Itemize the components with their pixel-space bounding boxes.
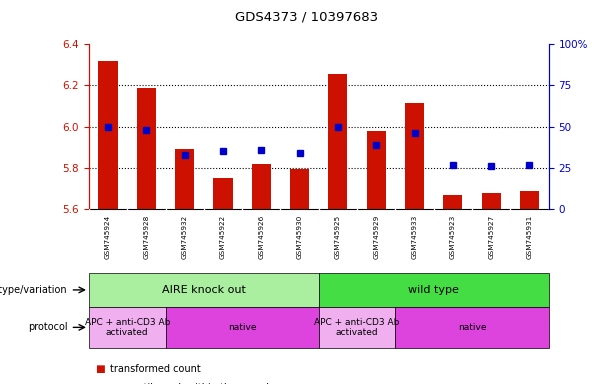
Text: GSM745927: GSM745927 (488, 214, 494, 258)
Bar (137, 88, 156, 209)
Text: protocol: protocol (28, 322, 67, 333)
Text: GSM745922: GSM745922 (220, 214, 226, 258)
Text: GSM745923: GSM745923 (450, 214, 456, 258)
Bar (99, 61, 118, 209)
Text: GSM745929: GSM745929 (373, 214, 379, 258)
Bar (329, 74, 348, 209)
Bar (319, 273, 549, 307)
Text: GSM745924: GSM745924 (105, 214, 111, 258)
Text: ■: ■ (95, 383, 105, 384)
Bar (89, 307, 166, 348)
Text: ■: ■ (95, 364, 105, 374)
Text: wild type: wild type (408, 285, 459, 295)
Text: GSM745931: GSM745931 (527, 214, 533, 258)
Text: transformed count: transformed count (110, 364, 201, 374)
Bar (482, 193, 501, 209)
Bar (520, 191, 539, 209)
Bar (175, 149, 194, 209)
Text: GSM745932: GSM745932 (181, 214, 188, 258)
Text: GSM745925: GSM745925 (335, 214, 341, 258)
Bar (213, 178, 232, 209)
Bar (252, 164, 271, 209)
Bar (290, 169, 309, 209)
Bar (367, 131, 386, 209)
Bar (443, 195, 462, 209)
Text: GDS4373 / 10397683: GDS4373 / 10397683 (235, 11, 378, 24)
Bar (319, 307, 395, 348)
Bar (395, 307, 549, 348)
Text: GSM745933: GSM745933 (411, 214, 417, 258)
Bar (405, 103, 424, 209)
Bar (89, 273, 319, 307)
Text: GSM745930: GSM745930 (297, 214, 303, 258)
Text: GSM745926: GSM745926 (258, 214, 264, 258)
Text: percentile rank within the sample: percentile rank within the sample (110, 383, 275, 384)
Text: native: native (228, 323, 256, 332)
Text: GSM745928: GSM745928 (143, 214, 150, 258)
Text: native: native (458, 323, 486, 332)
Text: genotype/variation: genotype/variation (0, 285, 67, 295)
Text: APC + anti-CD3 Ab
activated: APC + anti-CD3 Ab activated (85, 318, 170, 337)
Text: AIRE knock out: AIRE knock out (162, 285, 246, 295)
Bar (166, 307, 319, 348)
Text: APC + anti-CD3 Ab
activated: APC + anti-CD3 Ab activated (314, 318, 400, 337)
